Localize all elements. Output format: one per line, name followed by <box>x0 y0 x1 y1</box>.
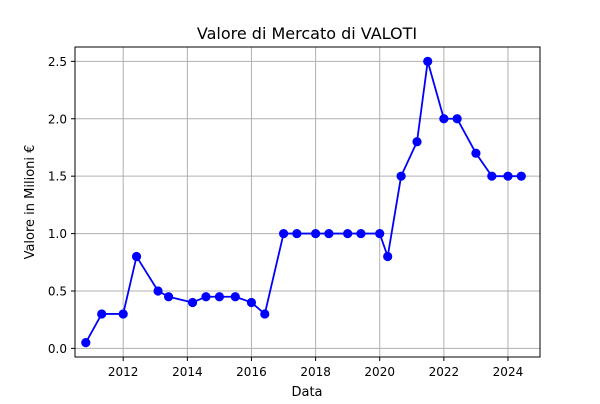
x-tick-label: 2020 <box>364 365 395 379</box>
x-tick-label: 2024 <box>493 365 524 379</box>
plot-frame <box>74 46 541 358</box>
data-point <box>163 292 174 302</box>
data-point <box>278 228 289 239</box>
y-tick-label: 0.0 <box>48 342 67 356</box>
y-tick-label: 1.5 <box>48 170 67 184</box>
x-tick-label: 2018 <box>300 365 331 379</box>
data-point <box>516 171 526 181</box>
x-axis-label: Data <box>291 385 322 400</box>
y-tick-label: 2.0 <box>48 112 67 126</box>
data-point <box>187 297 198 308</box>
data-point <box>439 114 449 124</box>
data-point <box>230 292 240 302</box>
x-tick-label: 2014 <box>172 365 203 379</box>
y-tick-label: 1.0 <box>48 227 67 241</box>
data-point <box>343 228 353 239</box>
data-point <box>487 171 497 181</box>
x-tick-label: 2022 <box>429 365 460 379</box>
x-tick-label: 2016 <box>236 365 267 379</box>
data-point <box>214 292 225 302</box>
data-point <box>260 309 270 319</box>
data-point <box>153 286 163 296</box>
data-point <box>246 297 257 308</box>
data-point <box>81 338 91 348</box>
data-point <box>396 171 406 181</box>
x-tick-label: 2012 <box>108 365 139 379</box>
data-point <box>131 251 142 262</box>
chart-title: Valore di Mercato di VALOTI <box>197 24 417 43</box>
data-point <box>471 148 481 158</box>
grid-lines <box>75 47 540 357</box>
tick-layer: 2012 2014 2016 2018 2020 2022 2024 0.0 0.5 1.0 1.5… <box>48 55 523 379</box>
data-point <box>356 228 366 239</box>
data-point <box>423 56 433 66</box>
data-point <box>383 251 393 262</box>
data-point <box>375 228 385 239</box>
data-point <box>503 171 513 181</box>
y-tick-label: 2.5 <box>48 55 67 69</box>
data-point <box>118 309 128 319</box>
y-axis-label: Valore in Milioni € <box>23 145 38 260</box>
series-layer <box>81 56 526 348</box>
data-point <box>311 228 321 239</box>
y-tick-label: 0.5 <box>48 284 67 298</box>
data-point <box>292 228 302 239</box>
data-point <box>201 292 211 302</box>
data-point <box>324 228 334 239</box>
data-point <box>412 137 422 147</box>
data-point <box>452 114 462 124</box>
data-point <box>97 309 107 319</box>
